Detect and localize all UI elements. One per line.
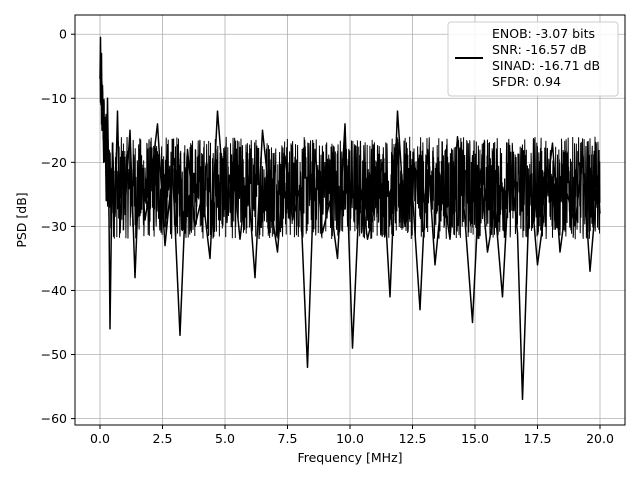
x-tick-label: 17.5 — [524, 431, 552, 446]
x-tick-label: 20.0 — [586, 431, 614, 446]
psd-noise-band — [99, 54, 601, 240]
y-tick-label: −20 — [41, 155, 67, 170]
legend-entry: ENOB: -3.07 bits SNR: -16.57 dB SINAD: -16… — [492, 26, 600, 89]
y-axis-label: PSD [dB] — [14, 192, 29, 247]
legend: ENOB: -3.07 bits SNR: -16.57 dB SINAD: -16… — [447, 21, 619, 97]
legend-box — [447, 21, 619, 97]
y-tick-label: −30 — [41, 219, 67, 234]
x-tick-label: 2.5 — [153, 431, 173, 446]
x-tick-label: 7.5 — [278, 431, 298, 446]
y-tick-label: −60 — [41, 411, 67, 426]
x-tick-label: 15.0 — [461, 431, 489, 446]
y-tick-label: −40 — [41, 283, 67, 298]
x-tick-label: 12.5 — [399, 431, 427, 446]
x-axis-label: Frequency [MHz] — [297, 450, 402, 465]
x-tick-label: 10.0 — [336, 431, 364, 446]
y-tick-label: −10 — [41, 91, 67, 106]
y-tick-label: 0 — [59, 27, 67, 42]
psd-series-line — [99, 36, 601, 401]
x-tick-label: 5.0 — [215, 431, 235, 446]
y-axis-ticks: 0 −10 −20 −30 −40 −50 −60 — [41, 27, 75, 426]
x-tick-label: 0.0 — [90, 431, 110, 446]
x-axis-ticks: 0.0 2.5 5.0 7.5 10.0 12.5 15.0 17.5 20.0 — [90, 425, 614, 446]
y-tick-label: −50 — [41, 347, 67, 362]
